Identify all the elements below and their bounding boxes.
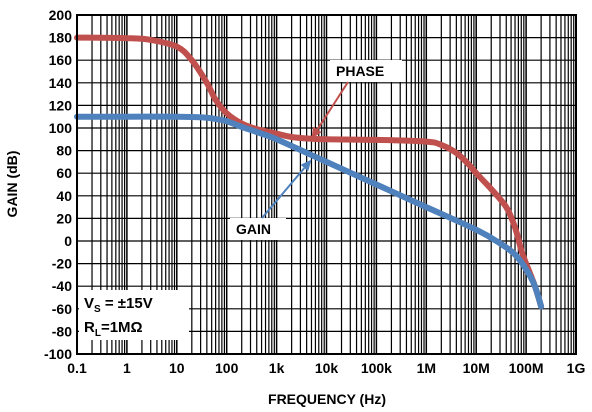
y-tick-label: 60 [56,165,72,181]
y-tick-label: -60 [52,301,72,317]
series-group [74,34,545,310]
y-tick-label: 0 [64,233,72,249]
x-tick-label: 100k [361,360,392,376]
series-line-gain [74,113,545,310]
y-tick-label: -100 [44,346,72,362]
phase-label-bg [330,60,402,82]
x-tick-labels: 0.1 1 10 100 1k 10k 100k 1M 10M 100M 1G [67,360,585,376]
phase-annotation-arrow [316,81,349,131]
y-tick-label: 140 [49,75,73,91]
y-tick-label: 180 [49,30,73,46]
gain-label-bg [230,218,286,240]
series-line-phase [74,34,545,310]
gain-annotation-label: GAIN [236,221,271,237]
x-tick-label: 1 [123,360,131,376]
x-tick-label: 1G [567,360,586,376]
x-tick-label: 100 [215,360,239,376]
y-tick-label: -20 [52,256,72,272]
condition-vs: VS = ±15V [84,295,153,315]
y-tick-label: 120 [49,97,73,113]
conditions-box [79,290,189,340]
x-tick-label: 10M [463,360,490,376]
phase-annotation-label: PHASE [336,63,384,79]
x-axis-title: FREQUENCY (Hz) [268,391,386,407]
plot-frame [76,14,577,355]
y-tick-label: 100 [49,120,73,136]
phase-arrowhead [311,126,322,139]
x-tick-label: 10k [315,360,339,376]
y-tick-labels: 200180160140120100806040200-20-40-60-80-… [44,7,72,362]
y-tick-label: 40 [56,188,72,204]
y-tick-label: 200 [49,7,73,23]
x-tick-label: 100M [509,360,544,376]
x-tick-label: 10 [169,360,185,376]
gain-annotation-arrow [261,167,306,219]
y-axis-title: GAIN (dB) [4,151,20,218]
x-tick-label: 0.1 [67,360,87,376]
gain-arrowhead [300,159,312,172]
x-tick-label: 1k [269,360,285,376]
y-tick-label: 80 [56,143,72,159]
y-tick-label: -40 [52,278,72,294]
y-tick-label: -80 [52,323,72,339]
x-tick-label: 1M [417,360,436,376]
y-tick-label: 20 [56,210,72,226]
y-tick-label: 160 [49,52,73,68]
condition-rl: RL=1MΩ [84,319,143,339]
